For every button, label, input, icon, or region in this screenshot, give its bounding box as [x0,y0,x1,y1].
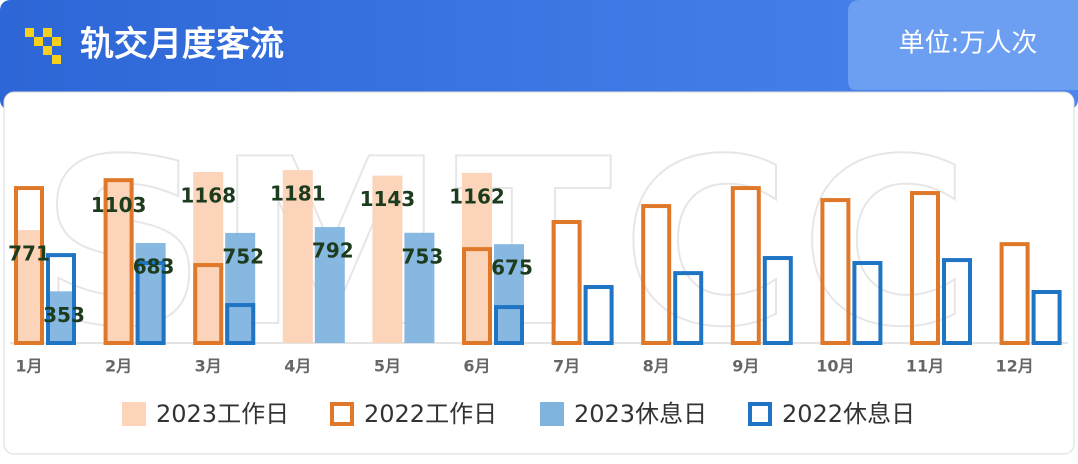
unit-label: 单位:万人次 [899,29,1038,59]
bar [314,227,345,343]
x-tick-label: 8月 [643,357,670,376]
bar-outline [820,198,851,345]
legend-label: 2023工作日 [156,400,289,428]
bar-outline [225,303,256,346]
bar-outline [1031,290,1062,346]
bar-outline [583,285,614,346]
legend-label: 2022工作日 [364,400,497,428]
data-label: 753 [402,244,444,268]
bar-outline [103,178,134,345]
bar-outline [999,242,1030,345]
data-label: 1162 [449,184,505,208]
x-tick-label: 6月 [463,357,490,376]
legend-swatch [122,402,146,426]
x-tick-label: 5月 [374,357,401,376]
plot-card [3,91,1075,455]
bar-outline [462,247,492,345]
legend-swatch [540,402,564,426]
bar [193,172,224,343]
bar-outline [14,186,44,345]
data-label: 1168 [180,184,236,208]
data-label: 683 [133,255,175,279]
data-label: 771 [8,242,50,266]
bar [46,291,76,343]
legend-swatch [330,402,354,426]
bar-outline [46,253,76,345]
bar [494,244,524,343]
bar [282,170,313,343]
bar-outline [942,258,972,346]
x-tick-label: 2月 [105,357,132,376]
data-label: 1181 [270,182,326,206]
bar-outline [910,191,940,345]
x-tick-label: 12月 [995,357,1033,376]
bar [14,230,44,343]
bar-outline [852,261,883,345]
bar-outline [193,263,224,346]
data-label: 1103 [91,193,147,217]
bar-outline [762,256,793,345]
data-label: 792 [312,239,354,263]
data-label: 752 [222,244,264,268]
x-tick-label: 9月 [732,357,759,376]
legend-swatch [748,402,772,426]
data-label: 1143 [360,187,416,211]
bar-outline [730,186,761,345]
legend-label: 2023休息日 [574,400,707,428]
bar [225,232,256,343]
bar-outline [135,261,166,345]
data-label: 675 [491,256,533,280]
bar-outline [641,204,672,345]
bar-outline [494,305,524,345]
bar [103,181,134,343]
x-tick-label: 7月 [553,357,580,376]
x-tick-label: 3月 [195,357,222,376]
unit-tab [848,0,1078,90]
logo [25,28,61,64]
bar [462,172,492,343]
x-tick-label: 10月 [816,357,854,376]
legend-label: 2022休息日 [782,400,915,428]
title: 轨交月度客流 [80,25,284,65]
x-tick-label: 11月 [906,357,944,376]
bar [135,243,166,343]
x-tick-label: 1月 [15,357,42,376]
bar-outline [673,271,704,346]
x-tick-label: 4月 [284,357,311,376]
bar-outline [551,220,582,345]
bar [372,175,403,343]
bar [404,232,435,343]
header-bg [0,0,1078,110]
data-label: 353 [43,303,85,327]
